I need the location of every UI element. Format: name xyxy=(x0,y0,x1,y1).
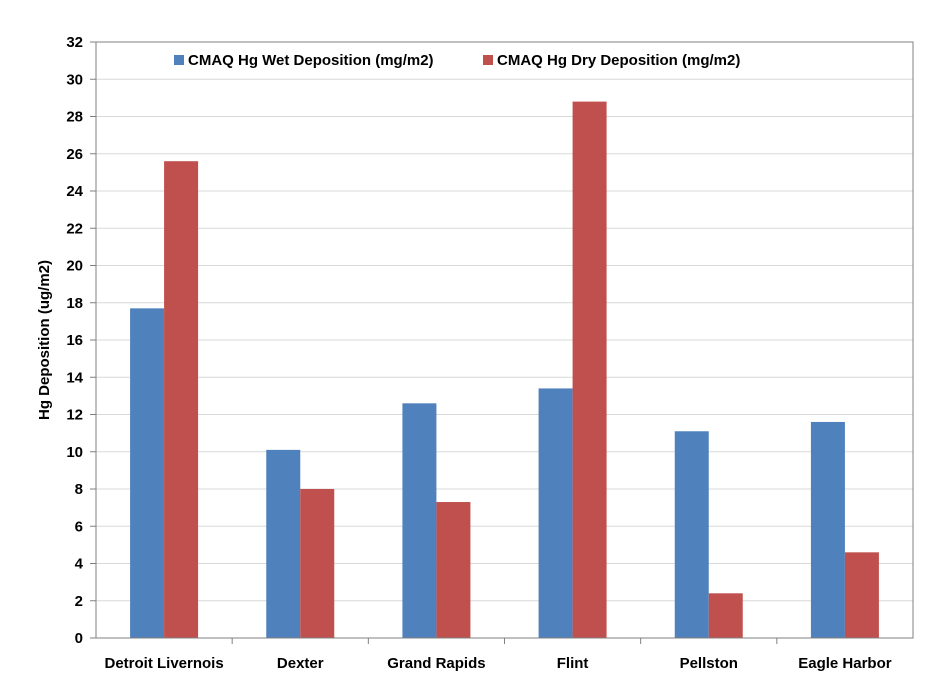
y-tick-label: 28 xyxy=(66,109,83,126)
y-tick-label: 26 xyxy=(66,146,83,163)
y-tick-label: 10 xyxy=(66,444,83,461)
bar-dry-dexter xyxy=(300,489,335,638)
y-tick-label: 30 xyxy=(66,71,83,88)
x-category-label: Pellston xyxy=(680,655,738,672)
legend-label: CMAQ Hg Dry Deposition (mg/m2) xyxy=(497,52,740,69)
x-category-label: Dexter xyxy=(277,655,324,672)
y-tick-label: 20 xyxy=(66,258,83,275)
bar-wet-detroit-livernois xyxy=(130,308,165,638)
y-tick-label: 0 xyxy=(75,630,83,647)
legend: CMAQ Hg Wet Deposition (mg/m2) CMAQ Hg Dr… xyxy=(174,52,740,69)
legend-swatch xyxy=(483,55,493,65)
legend-swatch xyxy=(174,55,184,65)
y-axis-title: Hg Deposition (ug/m2) xyxy=(36,260,53,420)
bar-wet-pellston xyxy=(674,431,709,638)
bar-wet-dexter xyxy=(266,449,301,638)
gridlines xyxy=(96,78,913,602)
y-tick-label: 2 xyxy=(75,593,83,610)
y-tick-label: 32 xyxy=(66,34,83,51)
y-tick-label: 14 xyxy=(66,369,83,386)
x-axis-categories: Detroit Livernois Dexter Grand Rapids Flint… xyxy=(104,638,892,672)
y-tick-label: 22 xyxy=(66,220,83,237)
y-tick-label: 18 xyxy=(66,295,83,312)
bar-dry-eagle-harbor xyxy=(844,552,879,638)
x-category-label: Eagle Harbor xyxy=(798,655,892,672)
bar-dry-flint xyxy=(572,101,607,639)
bar-dry-pellston xyxy=(708,593,743,638)
y-tick-label: 16 xyxy=(66,332,83,349)
y-tick-label: 6 xyxy=(75,518,83,535)
bar-dry-grand-rapids xyxy=(436,502,471,638)
legend-label: CMAQ Hg Wet Deposition (mg/m2) xyxy=(188,52,434,69)
bar-wet-flint xyxy=(538,388,573,638)
bars xyxy=(130,101,879,639)
y-tick-label: 8 xyxy=(75,481,83,498)
x-category-label: Grand Rapids xyxy=(387,655,485,672)
y-tick-label: 12 xyxy=(66,407,83,424)
bar-wet-grand-rapids xyxy=(402,403,437,638)
bar-wet-eagle-harbor xyxy=(810,421,845,638)
x-category-label: Detroit Livernois xyxy=(104,655,223,672)
x-category-label: Flint xyxy=(557,655,589,672)
y-tick-label: 4 xyxy=(75,556,84,573)
bar-dry-detroit-livernois xyxy=(164,161,199,638)
y-tick-label: 24 xyxy=(66,183,83,200)
